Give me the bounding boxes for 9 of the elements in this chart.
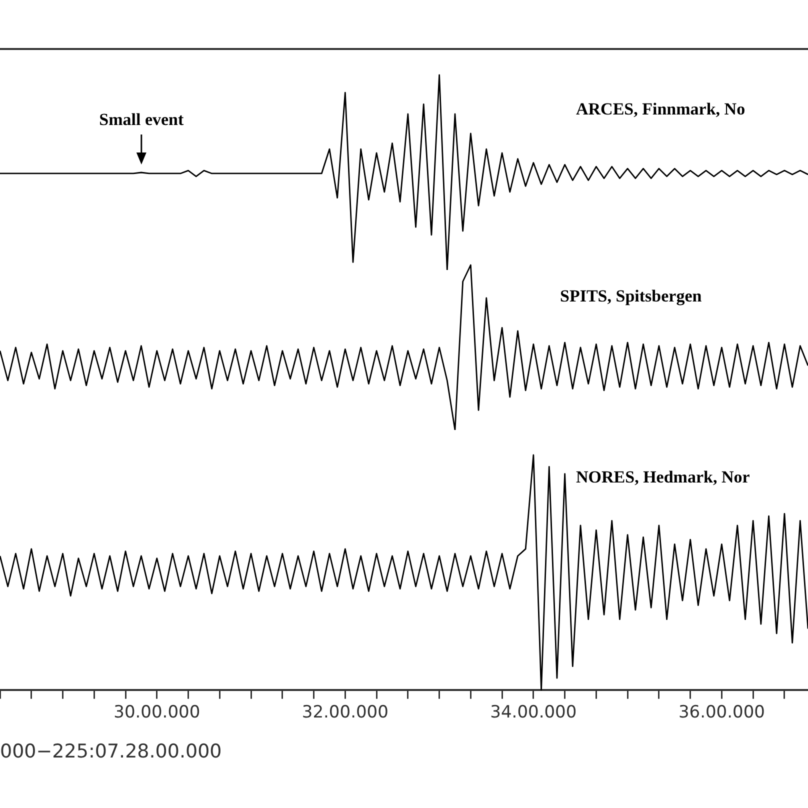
text: SPITS, Spitsbergen [560, 286, 702, 306]
x-tick-label: 32.00.000 [302, 702, 388, 722]
series-label: NORES, Hedmark, Nor [576, 467, 750, 486]
annotation: Small event [99, 110, 184, 129]
x-axis-title: 000−225:07.28.00.000 [0, 740, 222, 763]
x-tick-label: 36.00.000 [678, 702, 765, 722]
x-tick-label: 34.00.000 [490, 702, 577, 722]
x-tick-label: 30.00.000 [114, 702, 200, 722]
text: ARCES, Finnmark, No [576, 99, 746, 118]
